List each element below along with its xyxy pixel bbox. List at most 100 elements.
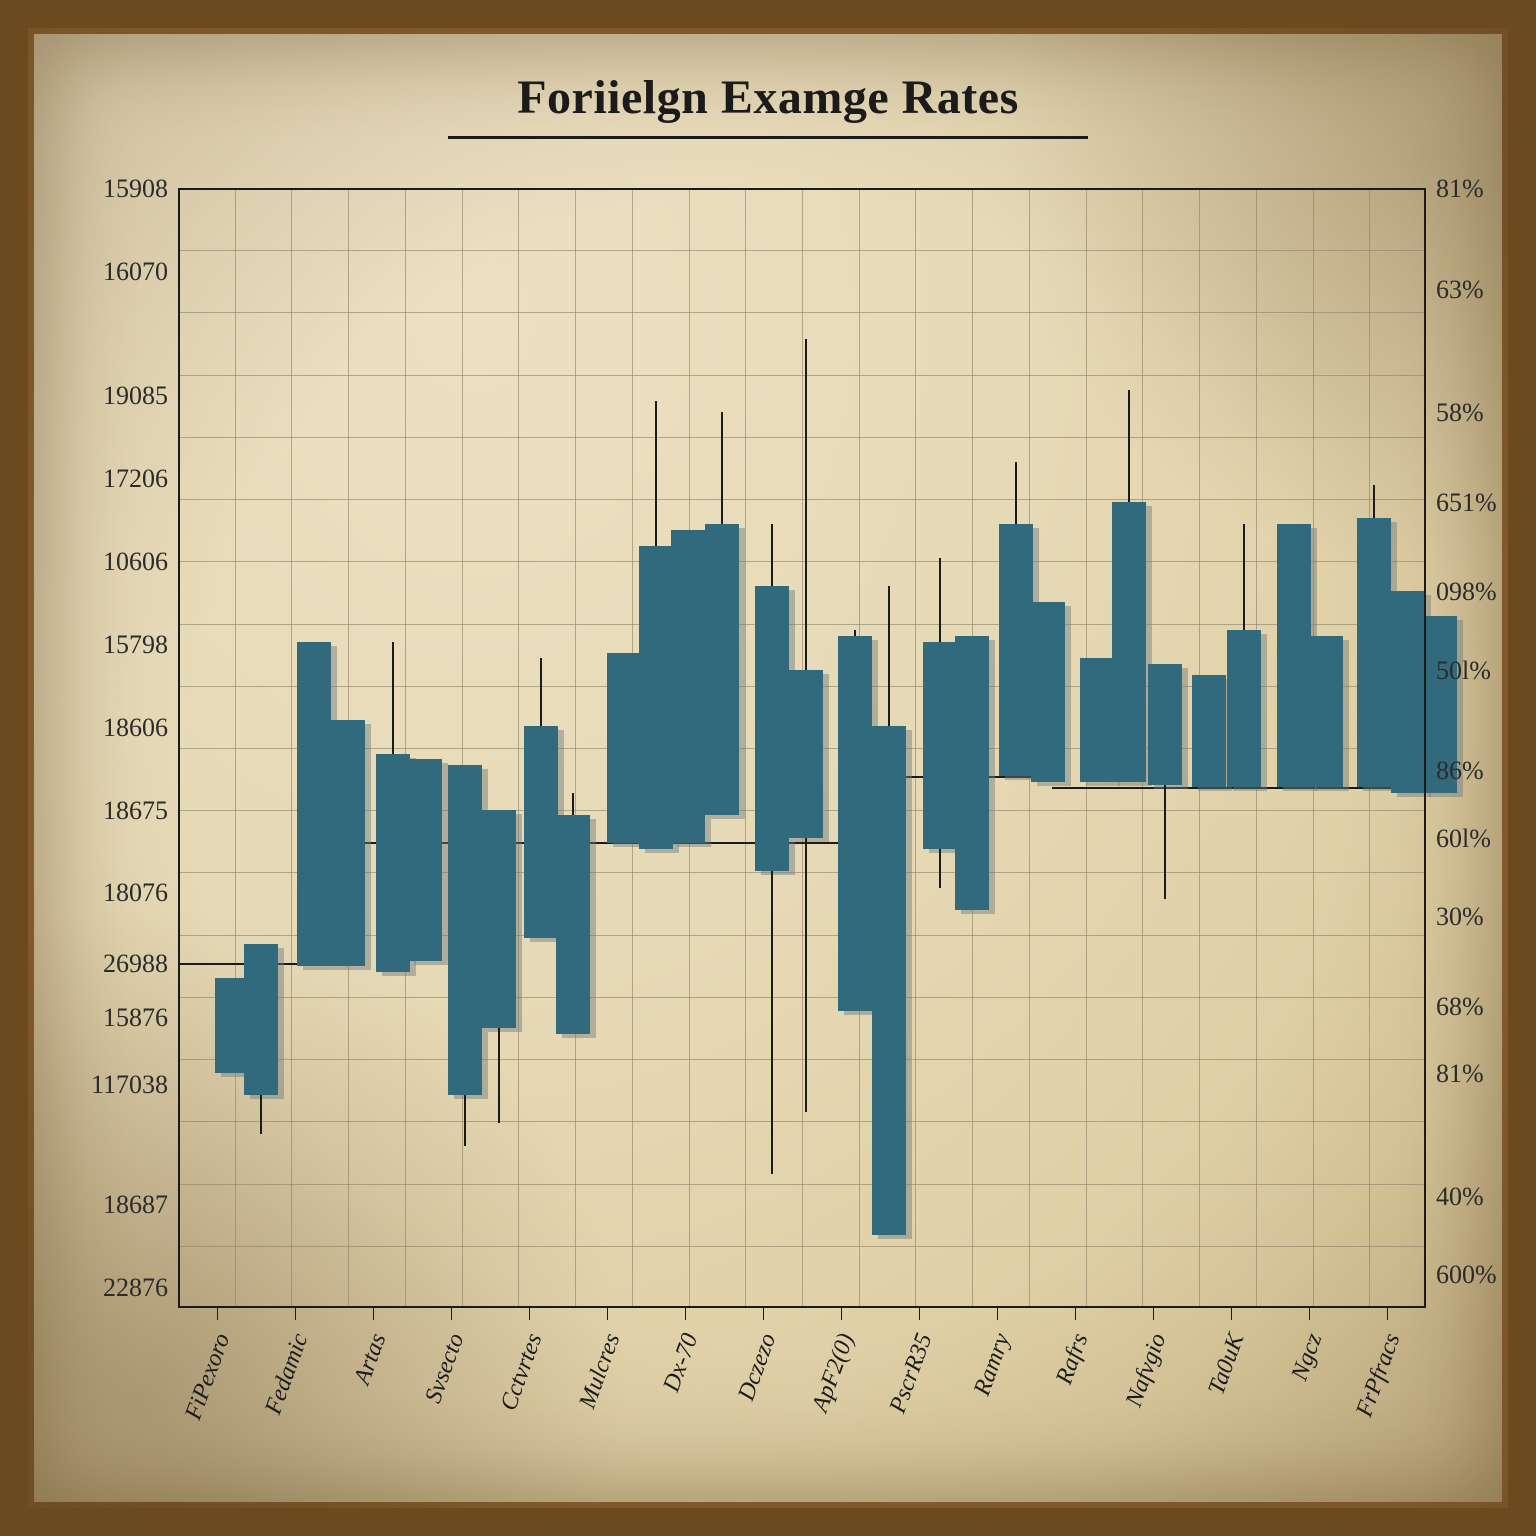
- bar: [1309, 636, 1343, 787]
- bar: [331, 720, 365, 966]
- x-tick-label: Fedamic: [260, 1330, 314, 1418]
- x-tick-label: Dczezo: [733, 1330, 782, 1404]
- bar: [1391, 591, 1425, 793]
- gridline-horizontal: [178, 1059, 1426, 1060]
- y-tick-left: 18675: [68, 796, 168, 826]
- bar: [448, 765, 482, 1095]
- bar: [376, 754, 410, 972]
- y-tick-left: 22876: [68, 1273, 168, 1303]
- bar: [705, 524, 739, 815]
- x-tick-mark: [295, 1308, 296, 1320]
- x-tick-mark: [217, 1308, 218, 1320]
- y-tick-right: 098%: [1436, 577, 1497, 607]
- y-tick-left: 17206: [68, 464, 168, 494]
- gridline-horizontal: [178, 1246, 1426, 1247]
- bar: [1277, 524, 1311, 787]
- y-tick-right: 81%: [1436, 1059, 1484, 1089]
- gridline-horizontal: [178, 561, 1426, 562]
- x-tick-mark: [1153, 1308, 1154, 1320]
- x-tick-mark: [529, 1308, 530, 1320]
- bar: [923, 642, 957, 849]
- bar: [556, 815, 590, 1033]
- y-tick-right: 600%: [1436, 1260, 1497, 1290]
- x-tick-mark: [1309, 1308, 1310, 1320]
- bar: [297, 642, 331, 967]
- chart-frame: Foriielgn Examge Rates 15908160701908517…: [0, 0, 1536, 1536]
- x-tick-mark: [1075, 1308, 1076, 1320]
- x-tick-mark: [841, 1308, 842, 1320]
- x-tick-label: Rafrs: [1051, 1330, 1094, 1388]
- bar: [639, 546, 673, 848]
- bar: [1031, 602, 1065, 781]
- gridline-horizontal: [178, 250, 1426, 251]
- y-tick-right: 30%: [1436, 902, 1484, 932]
- gridline-horizontal: [178, 312, 1426, 313]
- x-tick-label: Dx-70: [658, 1330, 704, 1396]
- bar: [999, 524, 1033, 776]
- x-tick-mark: [763, 1308, 764, 1320]
- y-tick-right: 58%: [1436, 398, 1484, 428]
- bar: [755, 586, 789, 872]
- bar: [1227, 630, 1261, 787]
- gridline-horizontal: [178, 437, 1426, 438]
- y-tick-left: 15908: [68, 174, 168, 204]
- bar: [607, 653, 641, 843]
- gridline-horizontal: [178, 624, 1426, 625]
- y-tick-left: 26988: [68, 949, 168, 979]
- y-tick-right: 68%: [1436, 992, 1484, 1022]
- bar: [1112, 502, 1146, 782]
- bar: [838, 636, 872, 1011]
- x-tick-label: PscrR35: [885, 1330, 939, 1417]
- y-tick-right: 63%: [1436, 275, 1484, 305]
- x-tick-mark: [373, 1308, 374, 1320]
- y-tick-right: 40%: [1436, 1182, 1484, 1212]
- plot-area: [178, 188, 1426, 1308]
- y-tick-right: 50l%: [1436, 656, 1491, 686]
- y-tick-left: 15798: [68, 630, 168, 660]
- chart-title: Foriielgn Examge Rates: [28, 70, 1508, 125]
- x-tick-mark: [1231, 1308, 1232, 1320]
- x-tick-label: FiPexoro: [180, 1330, 236, 1424]
- bar: [524, 726, 558, 939]
- y-tick-left: 19085: [68, 381, 168, 411]
- y-tick-left: 18076: [68, 878, 168, 908]
- x-tick-label: FrPfracs: [1351, 1330, 1406, 1421]
- x-tick-mark: [997, 1308, 998, 1320]
- gridline-horizontal: [178, 499, 1426, 500]
- y-tick-right: 86%: [1436, 756, 1484, 786]
- gridline-horizontal: [178, 1184, 1426, 1185]
- x-tick-label: Svsecto: [420, 1330, 470, 1407]
- bar: [789, 670, 823, 838]
- x-tick-label: Ramry: [969, 1330, 1016, 1399]
- bar: [1148, 664, 1182, 785]
- bar: [1192, 675, 1226, 787]
- bar: [244, 944, 278, 1095]
- bar: [408, 759, 442, 961]
- x-tick-mark: [1387, 1308, 1388, 1320]
- x-tick-mark: [607, 1308, 608, 1320]
- x-tick-label: Cctvrtes: [496, 1330, 549, 1414]
- y-tick-left: 117038: [68, 1070, 168, 1100]
- x-tick-label: Ngcz: [1287, 1330, 1329, 1384]
- y-tick-left: 10606: [68, 547, 168, 577]
- gridline-horizontal: [178, 375, 1426, 376]
- bar: [1357, 518, 1391, 787]
- x-tick-label: Artas: [349, 1330, 392, 1388]
- bar: [482, 810, 516, 1028]
- y-tick-left: 18606: [68, 713, 168, 743]
- gridline-horizontal: [178, 1121, 1426, 1122]
- y-tick-left: 15876: [68, 1003, 168, 1033]
- x-tick-label: Ta0uK: [1203, 1330, 1250, 1399]
- x-tick-label: Mulcres: [574, 1330, 626, 1412]
- x-tick-label: Nafvgio: [1121, 1330, 1172, 1411]
- bar: [955, 636, 989, 910]
- y-tick-right: 60l%: [1436, 824, 1491, 854]
- bar: [671, 530, 705, 844]
- x-tick-label: ApF2(0): [807, 1330, 860, 1416]
- title-underline: [448, 136, 1088, 139]
- y-tick-right: 81%: [1436, 174, 1484, 204]
- x-tick-mark: [919, 1308, 920, 1320]
- bar: [872, 726, 906, 1236]
- x-tick-mark: [451, 1308, 452, 1320]
- gridline-horizontal: [178, 997, 1426, 998]
